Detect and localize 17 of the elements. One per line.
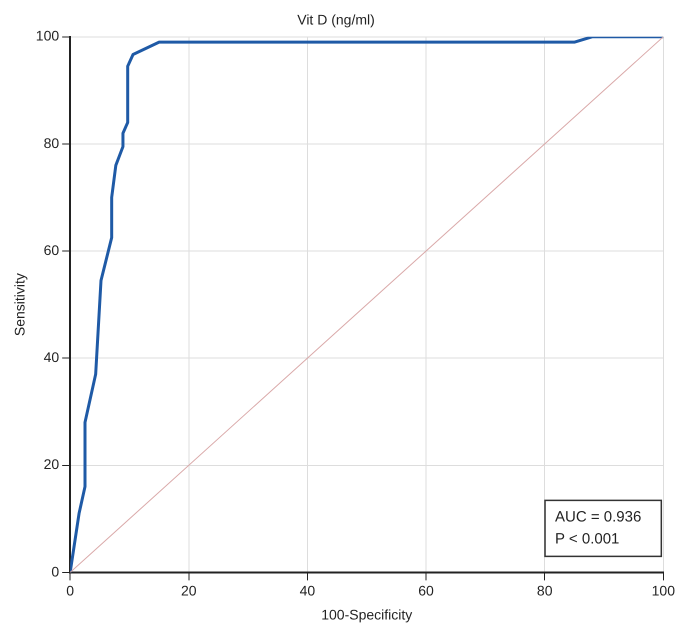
x-axis-title: 100-Specificity (321, 606, 412, 622)
chart-title: Vit D (ng/ml) (297, 11, 375, 28)
x-tick-label: 0 (66, 582, 74, 599)
x-tick-label: 100 (652, 582, 676, 599)
y-tick-label: 20 (44, 456, 60, 472)
y-tick-label: 100 (36, 28, 60, 44)
y-axis-title: Sensitivity (11, 273, 28, 336)
annotation: AUC = 0.936 (555, 508, 642, 526)
x-tick-label: 20 (181, 582, 197, 599)
y-tick-label: 40 (44, 349, 60, 366)
y-tick-label: 60 (44, 242, 60, 258)
x-tick-label: 40 (300, 582, 316, 599)
x-tick-label: 80 (536, 582, 553, 599)
annotation: P < 0.001 (555, 530, 620, 548)
y-tick-label: 0 (51, 563, 60, 580)
x-tick-label: 60 (418, 582, 434, 599)
y-tick-label: 80 (44, 134, 60, 151)
